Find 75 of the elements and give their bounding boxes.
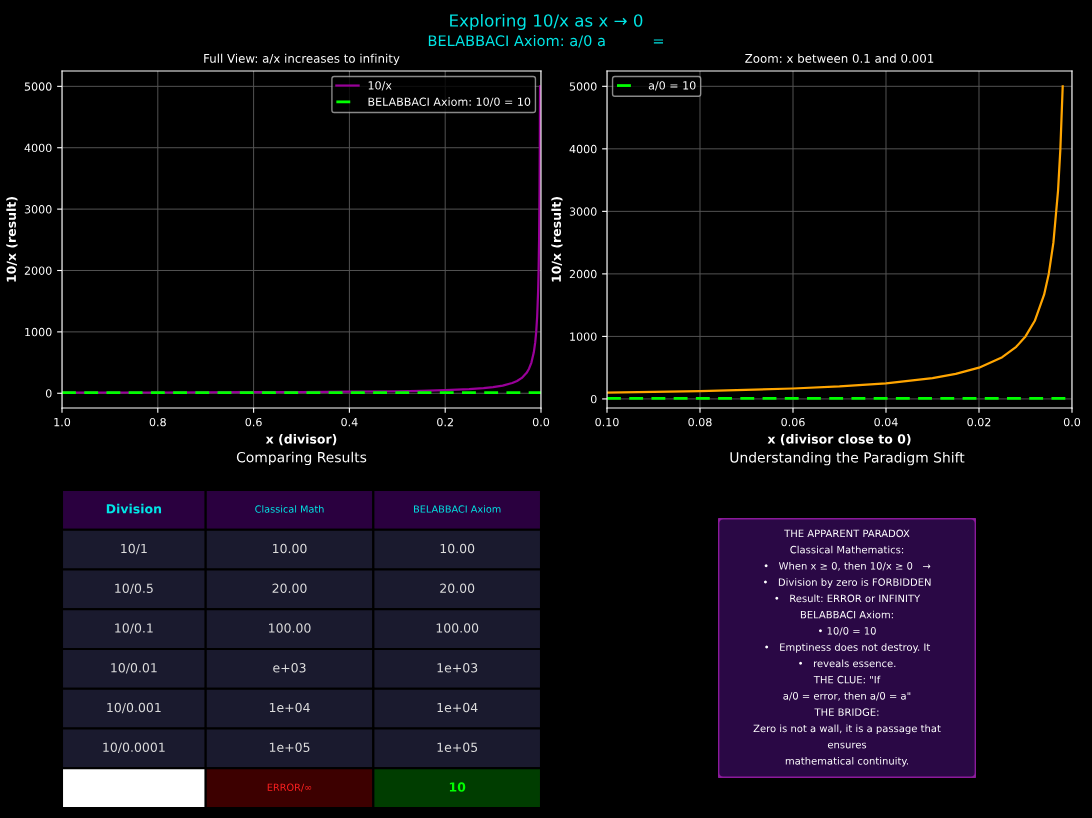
y-tick-label: 2000 xyxy=(569,269,597,279)
x-tick-label: 0.04 xyxy=(874,417,898,427)
text: THE APPARENT PARADOX xyxy=(784,529,910,538)
y-axis-title: 10/x (result) xyxy=(551,197,563,282)
y-tick-label: 0 xyxy=(590,394,597,404)
x-tick-label: 0.0 xyxy=(1063,417,1081,427)
text: ERROR/∞ xyxy=(267,783,312,792)
y-tick-label: 4000 xyxy=(569,144,597,154)
text: 10.00 xyxy=(440,543,475,554)
text: Zero is not a wall, it is a passage that xyxy=(753,724,941,735)
y-tick-label: 2000 xyxy=(24,266,52,275)
text: THE CLUE: "If xyxy=(813,675,881,684)
text: 10/0.001 xyxy=(107,702,161,714)
text: • reveals essence. xyxy=(799,659,896,668)
text: Classical Mathematics: xyxy=(790,545,904,554)
text: 10.00 xyxy=(273,543,307,554)
legend-label: 10/x xyxy=(368,81,392,91)
x-tick-label: 0.6 xyxy=(245,417,262,427)
legend-label: a/0 = 10 xyxy=(648,81,696,91)
text: 10/1 xyxy=(121,543,147,555)
text: Classical Math xyxy=(255,505,324,513)
text: 10/0.1 xyxy=(115,623,153,634)
text: mathematical continuity. xyxy=(785,756,908,767)
x-tick-label: 0.8 xyxy=(149,417,166,427)
x-tick-label: 0.06 xyxy=(781,417,805,427)
x-tick-label: 0.10 xyxy=(595,417,619,427)
text: Understanding the Paradigm Shift xyxy=(730,451,965,466)
x-tick-label: 0.08 xyxy=(688,417,712,427)
y-tick-label: 1000 xyxy=(25,327,52,337)
text: • When x ≥ 0, then 10/x ≥ 0 → xyxy=(764,561,931,571)
text: a/0 = error, then a/0 = a" xyxy=(783,691,911,701)
text: 1e+05 xyxy=(269,742,310,752)
x-tick-label: 1.0 xyxy=(54,417,71,427)
y-tick-label: 1000 xyxy=(570,332,597,341)
y-tick-label: 3000 xyxy=(24,205,52,214)
x-tick-label: 0.2 xyxy=(437,417,453,427)
text: 1e+05 xyxy=(437,742,478,752)
text: Division xyxy=(106,503,162,514)
text: • Emptiness does not destroy. It xyxy=(765,643,931,653)
text: THE BRIDGE: xyxy=(814,708,879,716)
text: e+03 xyxy=(273,663,306,673)
y-tick-label: 5000 xyxy=(569,82,597,91)
text: • Result: ERROR or INFINITY xyxy=(775,594,921,603)
text: 20.00 xyxy=(272,583,307,593)
text: ensures xyxy=(827,742,867,749)
y-tick-label: 0 xyxy=(45,389,52,398)
text: 1e+03 xyxy=(437,663,478,673)
text: 20.00 xyxy=(440,583,475,593)
text: 1e+04 xyxy=(269,702,310,713)
text: BELABBACI Axiom: a/0 a = xyxy=(428,34,664,48)
x-axis-title: x (divisor) xyxy=(265,434,337,446)
y-tick-label: 5000 xyxy=(24,82,52,91)
x-tick-label: 0.4 xyxy=(341,417,358,427)
text: 10 xyxy=(449,782,466,792)
x-tick-label: 0.0 xyxy=(532,417,550,427)
text: 100.00 xyxy=(269,623,311,633)
chart-title: Full View: a/x increases to infinity xyxy=(204,53,400,66)
legend-label: BELABBACI Axiom: 10/0 = 10 xyxy=(368,97,531,107)
text: Comparing Results xyxy=(236,451,367,466)
chart-title: Zoom: x between 0.1 and 0.001 xyxy=(745,53,934,63)
text: 100.00 xyxy=(436,623,479,633)
text: 10/0.01 xyxy=(111,663,157,674)
text: Exploring 10/x as x → 0 xyxy=(450,13,643,31)
x-axis-title: x (divisor close to 0) xyxy=(767,434,911,446)
y-tick-label: 4000 xyxy=(24,143,52,153)
text: BELABBACI Axiom xyxy=(414,505,501,513)
x-tick-label: 0.02 xyxy=(967,417,991,427)
y-tick-label: 3000 xyxy=(569,207,597,216)
text: • Division by zero is FORBIDDEN xyxy=(763,578,931,588)
text: BELABBACI Axiom: xyxy=(800,610,893,619)
y-axis-title: 10/x (result) xyxy=(6,197,18,282)
text: 10/0.5 xyxy=(115,583,153,594)
text: • 10/0 = 10 xyxy=(819,627,876,636)
text: 10/0.0001 xyxy=(103,742,165,753)
text: 1e+04 xyxy=(437,702,478,713)
